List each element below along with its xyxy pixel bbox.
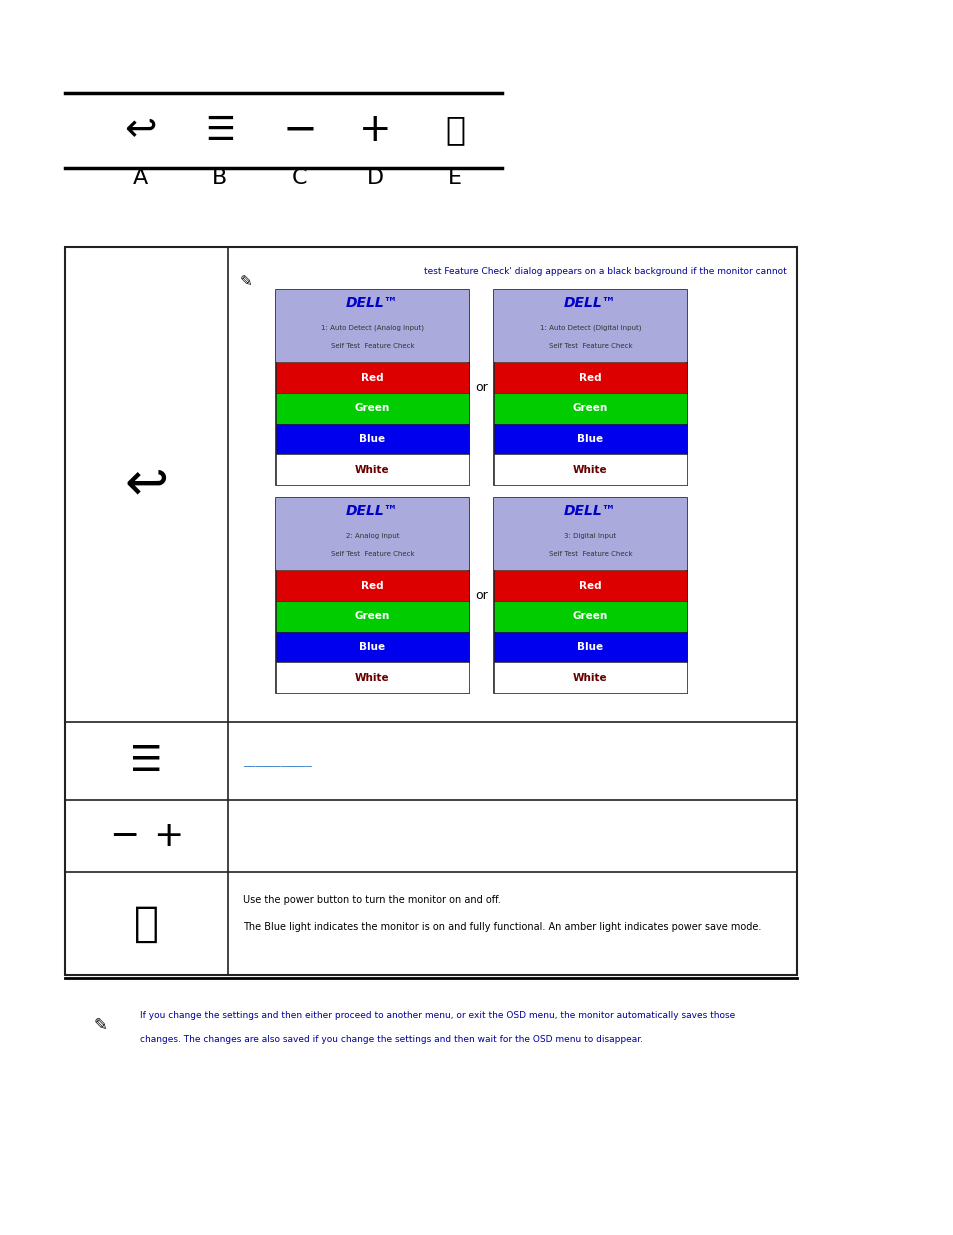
Text: Blue: Blue xyxy=(577,433,603,443)
Text: ✎: ✎ xyxy=(93,1016,107,1034)
Text: ___________: ___________ xyxy=(243,755,312,767)
Text: or: or xyxy=(475,589,487,601)
Text: 2: Analog Input: 2: Analog Input xyxy=(345,532,399,538)
Text: DELL™: DELL™ xyxy=(346,296,398,310)
Bar xyxy=(275,631,469,662)
Text: Red: Red xyxy=(578,580,601,590)
Bar xyxy=(275,424,469,454)
Text: −: − xyxy=(282,109,317,151)
Text: E: E xyxy=(448,168,461,188)
Text: B: B xyxy=(213,168,228,188)
Text: Self Test  Feature Check: Self Test Feature Check xyxy=(548,551,632,557)
Bar xyxy=(494,498,686,693)
Text: White: White xyxy=(355,673,390,683)
Text: White: White xyxy=(355,464,390,474)
Text: or: or xyxy=(475,382,487,394)
Text: DELL™: DELL™ xyxy=(563,296,617,310)
Bar xyxy=(494,601,686,631)
Text: A: A xyxy=(132,168,148,188)
Text: ☰: ☰ xyxy=(205,114,234,147)
Text: Green: Green xyxy=(572,611,607,621)
Bar xyxy=(275,393,469,424)
Bar xyxy=(494,498,686,571)
Text: ☰: ☰ xyxy=(131,743,163,778)
Bar xyxy=(275,290,469,485)
Text: Blue: Blue xyxy=(359,433,385,443)
Text: C: C xyxy=(292,168,308,188)
Text: Use the power button to turn the monitor on and off.: Use the power button to turn the monitor… xyxy=(243,895,500,905)
Bar xyxy=(275,498,469,693)
Bar xyxy=(494,454,686,485)
Text: ↩: ↩ xyxy=(124,111,156,149)
Bar xyxy=(275,290,469,362)
Bar xyxy=(494,362,686,393)
Text: The Blue light indicates the monitor is on and fully functional. An amber light : The Blue light indicates the monitor is … xyxy=(243,923,760,932)
Bar xyxy=(275,571,469,601)
Text: ⏻: ⏻ xyxy=(133,903,159,945)
Text: test Feature Check' dialog appears on a black background if the monitor cannot: test Feature Check' dialog appears on a … xyxy=(424,267,786,275)
Text: Red: Red xyxy=(361,580,383,590)
Text: +: + xyxy=(153,819,184,853)
Bar xyxy=(494,662,686,693)
Text: Red: Red xyxy=(361,373,383,383)
Bar xyxy=(494,393,686,424)
Text: Self Test  Feature Check: Self Test Feature Check xyxy=(331,343,414,350)
Text: DELL™: DELL™ xyxy=(346,504,398,517)
Text: Green: Green xyxy=(355,611,390,621)
Bar xyxy=(494,290,686,485)
Text: −: − xyxy=(110,819,139,853)
Text: ⏻: ⏻ xyxy=(444,114,464,147)
Bar xyxy=(65,247,796,974)
Text: Green: Green xyxy=(355,403,390,414)
Text: ✎: ✎ xyxy=(239,274,253,289)
Text: Green: Green xyxy=(572,403,607,414)
Text: 1: Auto Detect (Digital Input): 1: Auto Detect (Digital Input) xyxy=(539,325,640,331)
Text: D: D xyxy=(366,168,383,188)
Bar xyxy=(275,498,469,571)
Bar xyxy=(275,362,469,393)
Text: Blue: Blue xyxy=(359,642,385,652)
Text: changes. The changes are also saved if you change the settings and then wait for: changes. The changes are also saved if y… xyxy=(140,1035,642,1045)
Text: Red: Red xyxy=(578,373,601,383)
Text: ↩: ↩ xyxy=(124,458,169,510)
Bar xyxy=(494,424,686,454)
Bar xyxy=(275,662,469,693)
Text: White: White xyxy=(573,464,607,474)
Text: If you change the settings and then either proceed to another menu, or exit the : If you change the settings and then eith… xyxy=(140,1010,735,1020)
Text: +: + xyxy=(358,111,391,149)
Text: White: White xyxy=(573,673,607,683)
Text: Self Test  Feature Check: Self Test Feature Check xyxy=(548,343,632,350)
Text: 3: Digital Input: 3: Digital Input xyxy=(564,532,616,538)
Text: 1: Auto Detect (Analog Input): 1: Auto Detect (Analog Input) xyxy=(320,325,423,331)
Text: Blue: Blue xyxy=(577,642,603,652)
Bar xyxy=(275,601,469,631)
Bar xyxy=(494,571,686,601)
Bar xyxy=(494,631,686,662)
Bar xyxy=(275,454,469,485)
Bar xyxy=(494,290,686,362)
Text: Self Test  Feature Check: Self Test Feature Check xyxy=(331,551,414,557)
Text: DELL™: DELL™ xyxy=(563,504,617,517)
